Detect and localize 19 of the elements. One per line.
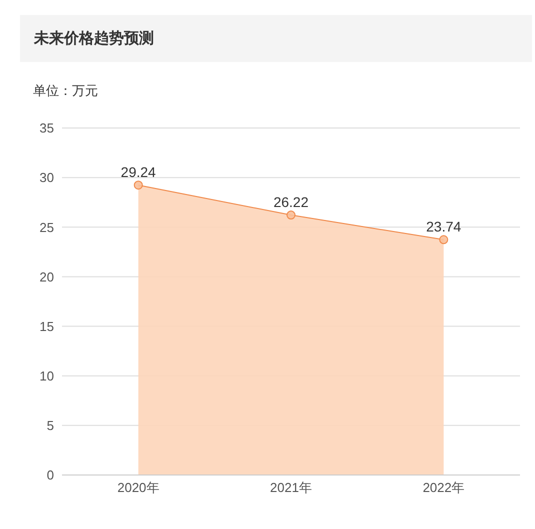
data-label: 26.22 xyxy=(273,194,309,210)
y-tick-label: 15 xyxy=(40,318,54,334)
y-tick-label: 0 xyxy=(46,468,54,483)
y-tick-label: 10 xyxy=(40,368,54,384)
y-tick-label: 25 xyxy=(40,220,54,235)
x-tick-label: 2022年 xyxy=(422,480,465,496)
point xyxy=(134,180,143,190)
point xyxy=(439,235,448,244)
y-tick-label: 5 xyxy=(46,418,54,434)
chart-title: 未来价格趋势预测 xyxy=(20,15,532,62)
data-label: 23.74 xyxy=(426,218,462,235)
data-label: 29.24 xyxy=(120,164,156,180)
y-axis-title: 单位：万元 xyxy=(33,82,98,100)
y-tick-label: 35 xyxy=(40,120,54,136)
x-tick-label: 2021年 xyxy=(270,480,312,496)
y-tick-label: 30 xyxy=(40,170,54,186)
y-tick-label: 20 xyxy=(40,269,54,284)
x-tick-label: 2020年 xyxy=(117,480,160,496)
point xyxy=(286,210,296,220)
